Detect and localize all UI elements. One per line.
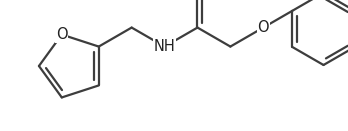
Text: O: O (258, 20, 269, 35)
Text: O: O (56, 27, 68, 42)
Text: NH: NH (154, 39, 175, 54)
